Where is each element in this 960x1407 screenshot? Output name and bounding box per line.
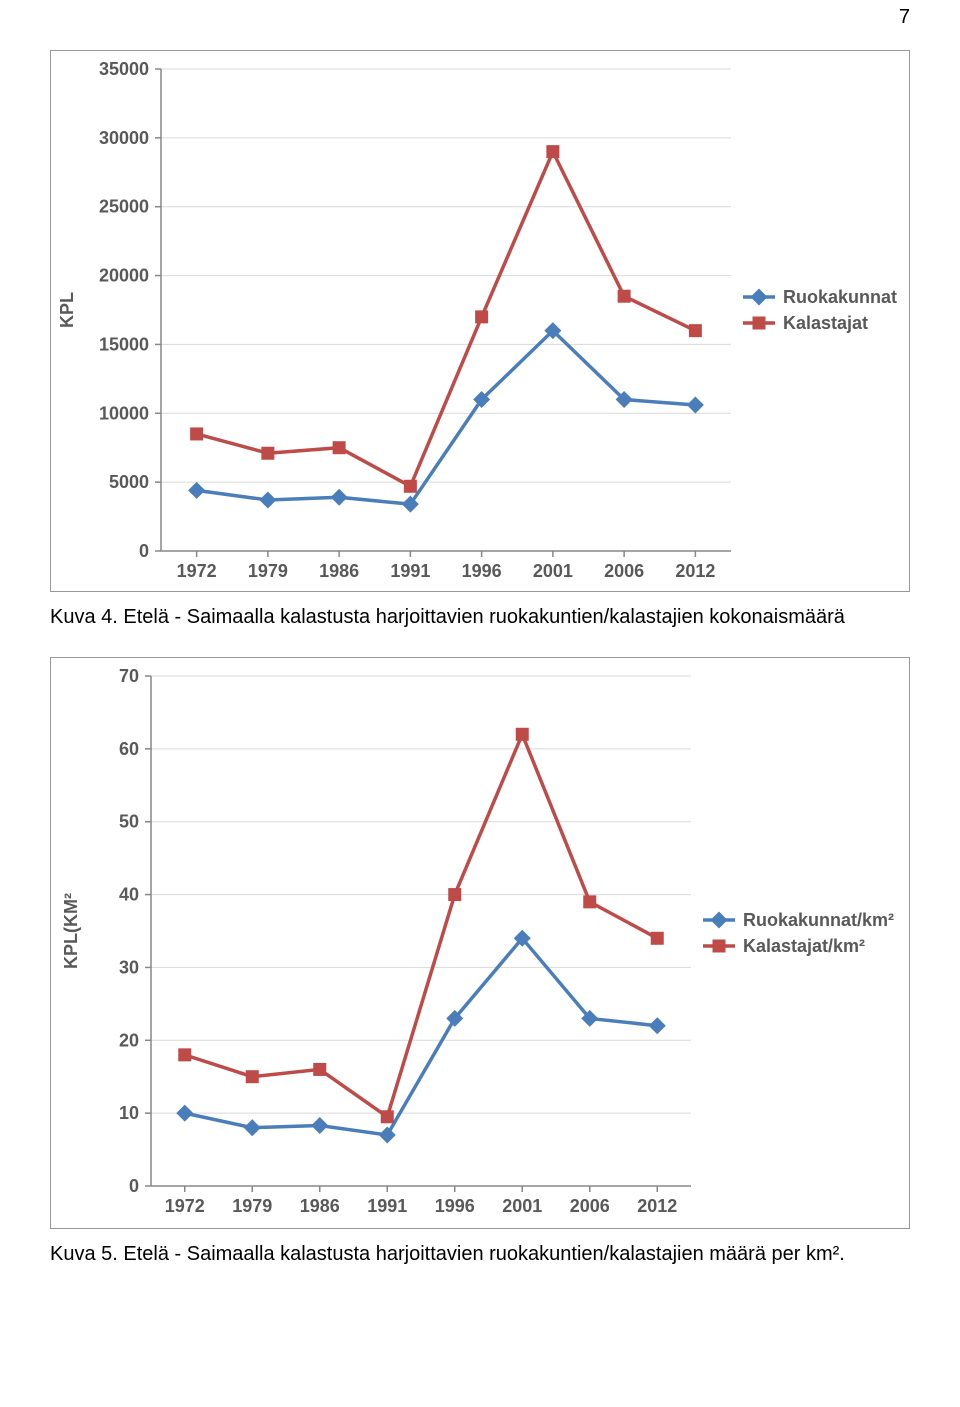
svg-text:Kalastajat/km²: Kalastajat/km² [743, 936, 865, 956]
chart-1-caption: Kuva 4. Etelä - Saimaalla kalastusta har… [50, 606, 910, 629]
svg-text:2012: 2012 [637, 1196, 677, 1216]
svg-text:20000: 20000 [99, 266, 149, 286]
svg-text:60: 60 [119, 739, 139, 759]
chart-1: 0 5000 10000 15000 20000 25000 30000 35000 1972 1… [50, 50, 910, 592]
chart-2: 0 10 20 30 40 50 60 70 1972 1979 1986 1991 1996 2001 2… [50, 657, 910, 1229]
svg-text:70: 70 [119, 666, 139, 686]
svg-text:40: 40 [119, 885, 139, 905]
svg-text:1996: 1996 [435, 1196, 475, 1216]
svg-text:KPL: KPL [57, 292, 77, 328]
chart-2-caption: Kuva 5. Etelä - Saimaalla kalastusta har… [50, 1243, 910, 1266]
svg-text:10000: 10000 [99, 403, 149, 423]
svg-text:25000: 25000 [99, 197, 149, 217]
svg-text:Ruokakunnat: Ruokakunnat [783, 287, 897, 307]
svg-text:2006: 2006 [604, 561, 644, 581]
svg-text:1972: 1972 [165, 1196, 205, 1216]
svg-text:30: 30 [119, 957, 139, 977]
svg-text:1986: 1986 [300, 1196, 340, 1216]
svg-text:1979: 1979 [248, 561, 288, 581]
svg-text:Kalastajat: Kalastajat [783, 313, 868, 333]
svg-text:1991: 1991 [390, 561, 430, 581]
svg-text:0: 0 [129, 1176, 139, 1196]
svg-text:35000: 35000 [99, 59, 149, 79]
page-number: 7 [899, 6, 910, 29]
svg-text:20: 20 [119, 1030, 139, 1050]
svg-text:10: 10 [119, 1103, 139, 1123]
svg-text:1996: 1996 [462, 561, 502, 581]
svg-text:2001: 2001 [533, 561, 573, 581]
svg-text:50: 50 [119, 812, 139, 832]
svg-text:2006: 2006 [570, 1196, 610, 1216]
svg-text:15000: 15000 [99, 334, 149, 354]
svg-text:Ruokakunnat/km²: Ruokakunnat/km² [743, 910, 894, 930]
svg-text:2001: 2001 [502, 1196, 542, 1216]
svg-text:1986: 1986 [319, 561, 359, 581]
svg-text:2012: 2012 [675, 561, 715, 581]
svg-text:0: 0 [139, 541, 149, 561]
svg-text:30000: 30000 [99, 128, 149, 148]
svg-text:5000: 5000 [109, 472, 149, 492]
svg-text:1991: 1991 [367, 1196, 407, 1216]
svg-text:1972: 1972 [177, 561, 217, 581]
svg-text:1979: 1979 [232, 1196, 272, 1216]
svg-text:KPL(KM²: KPL(KM² [61, 893, 81, 969]
